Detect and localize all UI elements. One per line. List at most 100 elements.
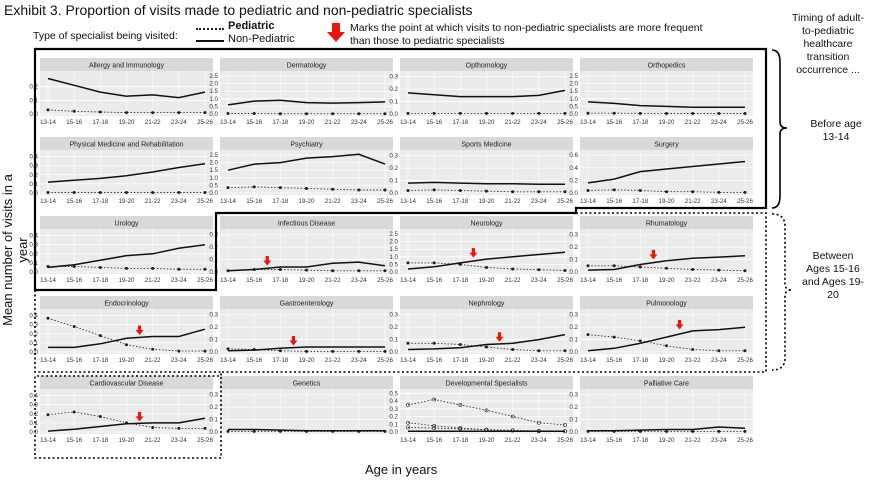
x-tick-label: 17-18 — [92, 357, 108, 364]
data-point — [717, 268, 721, 272]
data-point — [357, 188, 361, 192]
x-tick-label: 13-14 — [40, 437, 56, 444]
y-tick-label: 0.0 — [209, 429, 218, 436]
series-line-non-pediatric — [588, 426, 746, 432]
data-point — [151, 425, 155, 429]
timing-label: Timing of adult-to-pediatric healthcare … — [792, 12, 864, 76]
data-point — [691, 268, 695, 272]
x-tick-label: 23-24 — [351, 198, 367, 205]
data-point — [406, 341, 410, 345]
red-arrow-marker — [135, 330, 144, 336]
x-tick-label: 15-16 — [606, 198, 622, 205]
panel-title: Dermatology — [287, 63, 327, 70]
y-tick-label: 0.0 — [29, 349, 38, 356]
data-point — [125, 111, 129, 115]
y-tick-label: 0.2 — [569, 244, 578, 251]
y-tick-label: 0.1 — [389, 178, 398, 185]
x-tick-label: 19-20 — [299, 357, 315, 364]
panel-title: Rhumatology — [646, 221, 688, 228]
x-tick-label: 21-22 — [685, 357, 701, 364]
data-point — [46, 413, 50, 417]
data-point — [177, 349, 181, 353]
data-point — [511, 111, 515, 115]
x-tick-label: 17-18 — [632, 357, 648, 364]
legend-pediatric-label: Pediatric — [228, 20, 275, 32]
panel-neurology: Neurology 0.00.51.01.52.02.5 13-14 15-16 17-… — [389, 216, 573, 284]
legend-caption: Type of specialist being visited: — [33, 30, 178, 42]
panel-genetics: Genetics 0.0 0.1 0.2 0.3 — [209, 376, 393, 436]
x-tick-label: 21-22 — [145, 437, 161, 444]
red-arrow-marker — [291, 336, 296, 342]
x-tick-label: 25-26 — [737, 437, 753, 444]
x-tick-label: 13-14 — [580, 119, 596, 126]
data-point — [536, 420, 541, 425]
data-point — [125, 266, 129, 270]
data-point — [304, 186, 308, 190]
series-line-non-pediatric — [47, 163, 206, 183]
y-tick-label: 0.0 — [389, 349, 398, 356]
y-tick-label: 2.0 — [389, 239, 398, 246]
data-point — [151, 111, 155, 115]
panel-palliative-care: Palliative Care 0.0 0.1 0.2 0.3 13-14 15-16 17-… — [569, 376, 753, 444]
data-point — [151, 347, 155, 351]
data-point — [331, 269, 335, 273]
y-tick-label: 0.3 — [389, 74, 398, 81]
panel-title: Infectious Disease — [278, 221, 335, 228]
panel-strip — [220, 216, 393, 229]
data-point — [458, 403, 463, 407]
panel-cardiovascular-disease: Cardiovascular Disease 0.0 0.1 0.2 0.3 0.4 13-… — [29, 376, 213, 444]
x-tick-label: 13-14 — [580, 198, 596, 205]
data-point — [304, 112, 308, 116]
data-point — [226, 429, 230, 433]
panel-title: Cardiovascular Disease — [90, 381, 164, 388]
data-point — [331, 187, 335, 191]
data-point — [717, 112, 721, 116]
x-tick-label: 25-26 — [737, 357, 753, 364]
y-tick-label: 0.2 — [209, 244, 218, 251]
panel-title: Developmental Specialists — [445, 381, 528, 388]
y-tick-label: 0.2 — [29, 411, 38, 418]
data-point — [638, 339, 642, 343]
x-tick-label: 15-16 — [606, 119, 622, 126]
x-tick-label: 25-26 — [197, 119, 213, 126]
data-point — [406, 189, 410, 193]
panel-nephrology: Nephrology 0.0 0.1 0.2 0.3 13-14 15-16 17-18 19-… — [389, 296, 573, 364]
y-tick-label: 0.0 — [29, 429, 38, 436]
x-tick-label: 21-22 — [145, 277, 161, 284]
y-tick-label: 0.0 — [389, 429, 398, 436]
y-tick-label: 1.5 — [209, 88, 218, 95]
data-point — [432, 111, 436, 115]
x-tick-label: 19-20 — [659, 198, 675, 205]
x-tick-label: 17-18 — [632, 198, 648, 205]
data-point — [612, 188, 616, 192]
x-tick-label: 19-20 — [659, 277, 675, 284]
y-tick-label: 2.5 — [569, 73, 578, 80]
data-point — [586, 111, 590, 115]
legend-nonpediatric-label: Non-Pediatric — [228, 33, 295, 45]
x-tick-label: 19-20 — [299, 119, 315, 126]
series-line-non-pediatric — [227, 261, 386, 272]
panel-strip — [220, 137, 393, 150]
x-tick-label: 19-20 — [119, 198, 135, 205]
x-tick-label: 21-22 — [685, 437, 701, 444]
data-point — [484, 408, 489, 413]
red-arrow-marker — [289, 340, 298, 346]
x-tick-label: 15-16 — [246, 198, 262, 205]
x-tick-label: 13-14 — [40, 357, 56, 364]
data-point — [563, 111, 567, 115]
x-tick-label: 13-14 — [400, 437, 416, 444]
x-tick-label: 21-22 — [685, 119, 701, 126]
x-tick-label: 15-16 — [606, 357, 622, 364]
y-tick-label: 0.0 — [569, 111, 578, 118]
x-tick-label: 23-24 — [711, 198, 727, 205]
data-point — [484, 265, 488, 269]
x-tick-label: 15-16 — [606, 437, 622, 444]
x-tick-label: 15-16 — [246, 357, 262, 364]
data-point — [537, 349, 541, 353]
data-point — [432, 397, 437, 402]
arrow-note: Marks the point at which visits to non-p… — [350, 22, 703, 47]
panel-strip — [40, 58, 213, 71]
red-arrow-marker — [497, 332, 502, 338]
y-tick-label: 0.3 — [389, 406, 398, 413]
x-tick-label: 19-20 — [479, 437, 495, 444]
